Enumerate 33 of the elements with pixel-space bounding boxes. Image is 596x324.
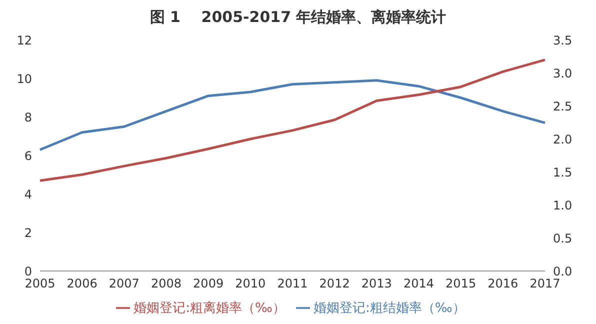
legend-label: 婚姻登记:粗离婚率（‰）	[134, 301, 286, 316]
x-tick-label: 2011	[277, 276, 308, 291]
x-tick-label: 2016	[488, 276, 518, 291]
x-tick-label: 2007	[108, 276, 140, 291]
y-tick-label: 12	[16, 33, 32, 48]
x-tick-label: 2010	[235, 276, 266, 291]
y2-tick-label: 2.5	[553, 99, 572, 114]
x-tick-label: 2008	[150, 276, 182, 291]
y2-tick-label: 0.5	[553, 231, 572, 246]
y2-tick-label: 2.0	[553, 132, 572, 146]
y2-tick-label: 3.5	[553, 33, 572, 48]
x-tick-label: 2009	[193, 276, 224, 291]
y-tick-label: 6	[24, 148, 32, 163]
y-tick-label: 8	[24, 110, 32, 124]
legend-label: 婚姻登记:粗结婚率（‰）	[314, 301, 466, 316]
y2-tick-label: 0.0	[553, 264, 572, 278]
x-tick-label: 2005	[24, 276, 56, 291]
y-tick-label: 10	[16, 72, 32, 86]
y-tick-label: 0	[24, 264, 32, 278]
y2-tick-label: 3.0	[553, 66, 572, 80]
line-series	[38, 79, 546, 151]
x-tick-label: 2015	[446, 276, 476, 291]
x-tick-label: 2006	[66, 276, 98, 291]
y-tick-label: 4	[24, 187, 32, 202]
y-tick-label: 2	[24, 226, 32, 240]
chart-title: 图 1 2005-2017 年结婚率、离婚率统计	[148, 8, 448, 28]
x-tick-label: 2017	[530, 276, 560, 291]
line-series	[38, 58, 546, 182]
x-tick-label: 2014	[403, 276, 434, 291]
y2-tick-label: 1.0	[553, 198, 572, 212]
x-tick-label: 2013	[361, 276, 392, 291]
x-tick-label: 2012	[319, 276, 350, 291]
y2-tick-label: 1.5	[553, 165, 572, 180]
